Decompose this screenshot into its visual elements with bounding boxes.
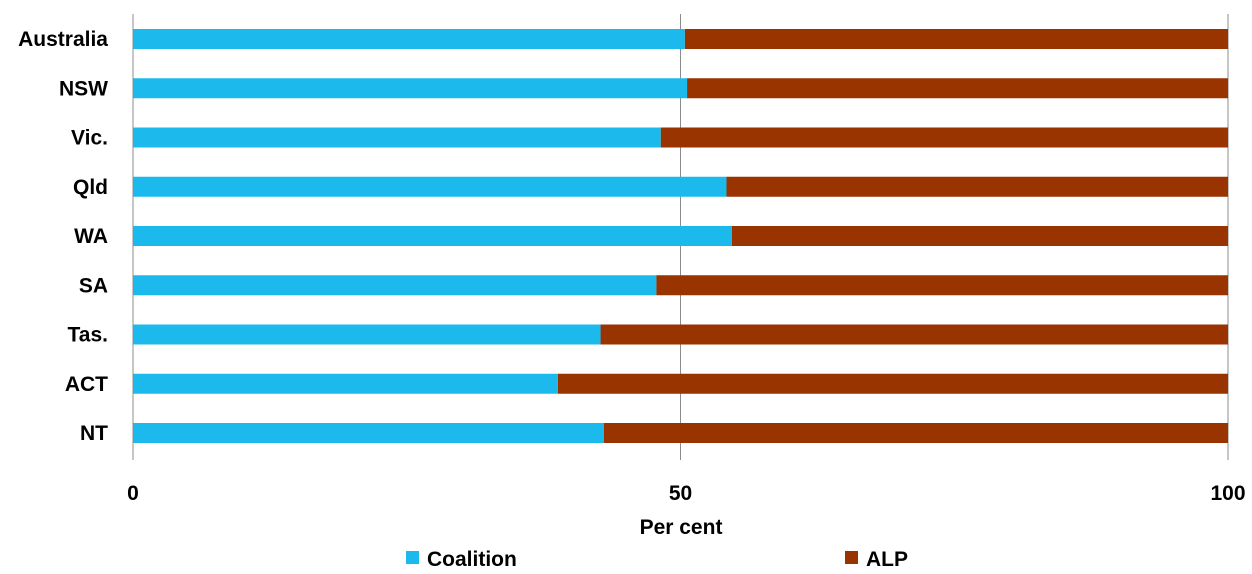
category-label: WA <box>74 225 108 248</box>
legend-label-alp: ALP <box>866 548 908 569</box>
category-label: ACT <box>65 373 108 396</box>
bars <box>133 29 1228 443</box>
labels: Per cent 0 50 100 Australia NSW Vic. Qld WA SA Ta… <box>18 28 1245 539</box>
bar-alp-2 <box>660 127 1228 148</box>
bar-coalition-8 <box>133 423 604 443</box>
legend-label-coalition: Coalition <box>427 548 517 569</box>
bar-alp-7 <box>557 373 1228 394</box>
bar-coalition-1 <box>133 78 688 99</box>
category-label: NT <box>80 422 108 445</box>
legend: Coalition ALP <box>406 548 908 571</box>
x-axis-title: Per cent <box>640 516 723 539</box>
bar-alp-4 <box>731 226 1228 246</box>
bar-alp-3 <box>726 176 1228 197</box>
bar-coalition-2 <box>133 127 661 148</box>
bar-alp-5 <box>656 275 1228 296</box>
bar-alp-0 <box>684 29 1228 49</box>
bar-coalition-4 <box>133 226 732 246</box>
category-label: Vic. <box>71 127 108 150</box>
bar-alp-8 <box>603 423 1228 443</box>
bar-coalition-7 <box>133 373 558 394</box>
category-label: SA <box>79 274 108 297</box>
category-label: Tas. <box>68 324 108 347</box>
category-label: NSW <box>59 77 108 100</box>
bar-alp-6 <box>600 324 1228 345</box>
x-tick-label: 0 <box>127 482 139 505</box>
bar-coalition-6 <box>133 324 601 345</box>
bar-coalition-0 <box>133 29 685 49</box>
x-tick-label: 100 <box>1210 482 1245 505</box>
bar-coalition-5 <box>133 275 657 296</box>
category-label: Australia <box>18 28 108 51</box>
legend-swatch-alp <box>845 551 858 564</box>
bar-alp-1 <box>687 78 1228 99</box>
legend-swatch-coalition <box>406 551 419 564</box>
bar-coalition-3 <box>133 176 727 197</box>
x-tick-label: 50 <box>669 482 692 505</box>
category-label: Qld <box>73 176 108 199</box>
